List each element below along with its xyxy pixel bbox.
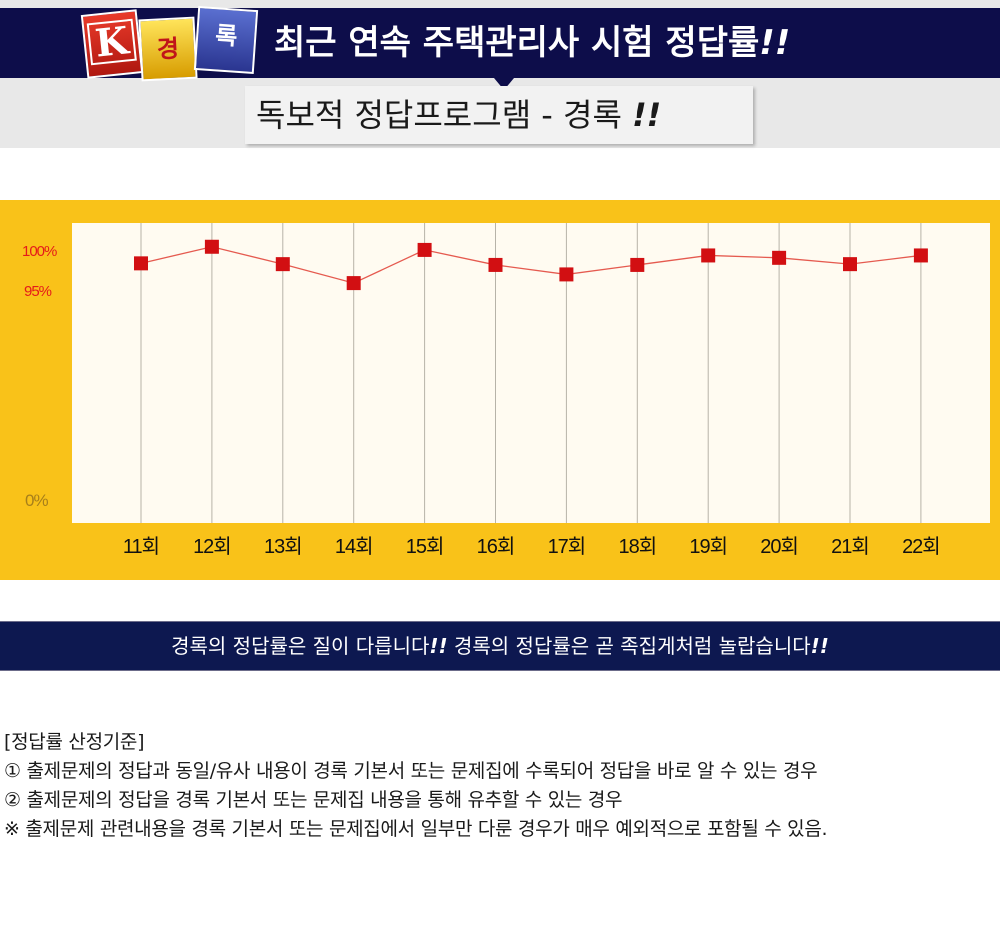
x-tick-label-3: 13회	[264, 535, 302, 558]
data-point-21회	[843, 257, 857, 272]
y-tick-0: 0%	[25, 491, 49, 510]
page-title-text: 최근 연속 주택관리사 시험 정답률	[274, 23, 760, 63]
x-tick-label-6: 16회	[477, 535, 515, 558]
criteria-heading: [정답률 산정기준]	[4, 731, 145, 753]
criteria-item-2: ② 출제문제의 정답을 경록 기본서 또는 문제집 내용을 통해 유추할 수 있…	[4, 789, 623, 811]
page-subtitle-suffix: !!	[632, 96, 662, 134]
y-tick-95: 95%	[24, 283, 52, 300]
data-point-11회	[134, 256, 148, 271]
footer-text-1: 경록의 정답률은 질이 다릅니다	[171, 634, 430, 658]
data-point-18회	[630, 257, 645, 272]
criteria-section: [정답률 산정기준] ① 출제문제의 정답과 동일/유사 내용이 경록 기본서 …	[4, 728, 1000, 844]
footer-banner: 경록의 정답률은 질이 다릅니다!! 경록의 정답률은 곧 족집게처럼 놀랍습니…	[0, 621, 1000, 671]
series-line	[140, 246, 921, 284]
x-tick-label-1: 11회	[123, 535, 159, 558]
criteria-item-1: ① 출제문제의 정답과 동일/유사 내용이 경록 기본서 또는 문제집에 수록되…	[4, 760, 818, 782]
page-title: 최근 연속 주택관리사 시험 정답률!!	[274, 8, 790, 78]
x-tick-label-5: 15회	[406, 535, 444, 558]
x-tick-label-2: 12회	[193, 535, 231, 558]
footer-bang-2: !!	[810, 634, 829, 658]
x-tick-label-11: 21회	[831, 535, 869, 558]
page-subtitle-text: 독보적 정답프로그램 - 경록	[256, 96, 622, 134]
page-subtitle: 독보적 정답프로그램 - 경록 !!	[256, 86, 661, 144]
x-tick-label-8: 18회	[618, 535, 656, 558]
x-tick-label-12: 22회	[902, 535, 940, 558]
page-title-suffix: !!	[759, 23, 791, 63]
data-point-19회	[701, 248, 716, 263]
y-tick-100: 100%	[22, 243, 57, 260]
data-point-13회	[275, 257, 290, 272]
x-tick-label-4: 14회	[335, 535, 373, 558]
data-point-14회	[346, 276, 361, 291]
data-point-22회	[913, 248, 928, 263]
data-point-16회	[488, 257, 503, 272]
data-point-17회	[559, 267, 574, 282]
footer-bang-1: !!	[429, 634, 448, 658]
subtitle-box	[245, 86, 753, 144]
footer-text-2: 경록의 정답률은 곧 족집게처럼 놀랍습니다	[447, 634, 811, 658]
x-tick-label-10: 20회	[760, 535, 798, 558]
plot-area	[72, 223, 990, 523]
x-tick-label-9: 19회	[689, 535, 727, 558]
data-point-15회	[417, 242, 432, 257]
data-point-12회	[204, 239, 219, 254]
criteria-note: ※ 출제문제 관련내용을 경록 기본서 또는 문제집에서 일부만 다룬 경우가 …	[4, 818, 828, 840]
x-tick-label-7: 17회	[548, 535, 586, 558]
data-point-20회	[772, 250, 787, 265]
